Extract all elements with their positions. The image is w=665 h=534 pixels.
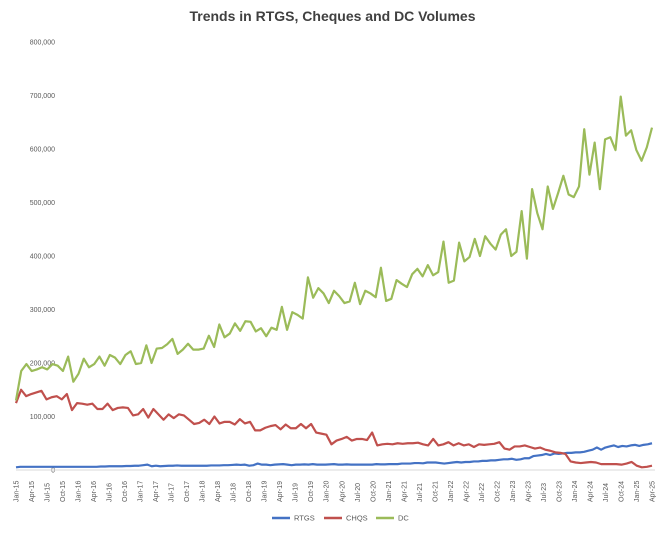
y-axis: 0 100,000 200,000 300,000 400,000 500,000 600,…: [30, 40, 55, 475]
x-tick-label: Oct-20: [370, 481, 377, 502]
x-tick-label: Apr-24: [587, 481, 594, 502]
x-tick-label: Apr-19: [277, 481, 284, 502]
x-tick-label: Jan-20: [324, 480, 331, 502]
y-tick-label: 800,000: [30, 40, 55, 47]
legend-label-chqs: CHQS: [346, 514, 368, 523]
x-tick-label: Jul-21: [417, 483, 424, 502]
x-tick-label: Apr-16: [91, 481, 98, 502]
x-tick-label: Apr-23: [525, 481, 532, 502]
legend-label-rtgs: RTGS: [294, 514, 315, 523]
x-tick-label: Jul-18: [231, 483, 238, 502]
series-layer: [14, 95, 654, 469]
x-tick-label: Apr-25: [650, 481, 657, 502]
y-tick-label: 0: [51, 468, 55, 475]
y-tick-label: 500,000: [30, 200, 55, 207]
series-line-rtgs: [15, 442, 653, 469]
x-tick-label: Apr-15: [29, 481, 36, 502]
x-tick-label: Oct-15: [60, 481, 67, 502]
x-tick-label: Jan-24: [572, 480, 579, 502]
x-tick-label: Jan-21: [386, 480, 393, 502]
x-tick-label: Oct-19: [308, 481, 315, 502]
legend-label-dc: DC: [398, 514, 409, 523]
x-tick-label: Jul-15: [45, 483, 52, 502]
x-tick-label: Jul-22: [479, 483, 486, 502]
x-tick-label: Jan-23: [510, 480, 517, 502]
y-tick-label: 300,000: [30, 307, 55, 314]
x-tick-label: Oct-21: [432, 481, 439, 502]
x-tick-label: Jan-25: [634, 480, 641, 502]
x-tick-label: Apr-22: [463, 481, 470, 502]
y-tick-label: 400,000: [30, 254, 55, 261]
x-tick-label: Oct-23: [556, 481, 563, 502]
x-tick-label: Apr-17: [153, 481, 160, 502]
x-tick-label: Apr-20: [339, 481, 346, 502]
x-tick-label: Apr-21: [401, 481, 408, 502]
y-tick-label: 600,000: [30, 147, 55, 154]
x-tick-label: Oct-24: [618, 481, 625, 502]
x-tick-label: Jul-17: [169, 483, 176, 502]
y-tick-label: 700,000: [30, 93, 55, 100]
series-line-dc: [14, 95, 654, 401]
x-tick-label: Jan-22: [448, 480, 455, 502]
y-tick-label: 100,000: [30, 414, 55, 421]
x-tick-label: Oct-17: [184, 481, 191, 502]
y-tick-label: 200,000: [30, 361, 55, 368]
x-tick-label: Jul-19: [293, 483, 300, 502]
x-tick-label: Jul-20: [355, 483, 362, 502]
x-axis: Jan-15 Apr-15 Jul-15 Oct-15 Jan-16 Apr-16 Jul-…: [14, 469, 657, 502]
series-line-chqs: [14, 388, 653, 469]
x-tick-label: Jul-16: [107, 483, 114, 502]
x-tick-label: Jan-15: [14, 480, 21, 502]
x-tick-label: Apr-18: [215, 481, 222, 502]
x-tick-label: Jan-19: [262, 480, 269, 502]
x-tick-label: Jan-18: [200, 480, 207, 502]
x-tick-label: Oct-22: [494, 481, 501, 502]
x-tick-label: Oct-16: [122, 481, 129, 502]
x-tick-label: Oct-18: [246, 481, 253, 502]
x-tick-label: Jan-16: [76, 480, 83, 502]
chart-title: Trends in RTGS, Cheques and DC Volumes: [189, 8, 476, 24]
x-tick-label: Jul-23: [541, 483, 548, 502]
x-tick-label: Jul-24: [603, 483, 610, 502]
legend: RTGS CHQS DC: [272, 514, 409, 523]
x-tick-label: Jan-17: [138, 480, 145, 502]
